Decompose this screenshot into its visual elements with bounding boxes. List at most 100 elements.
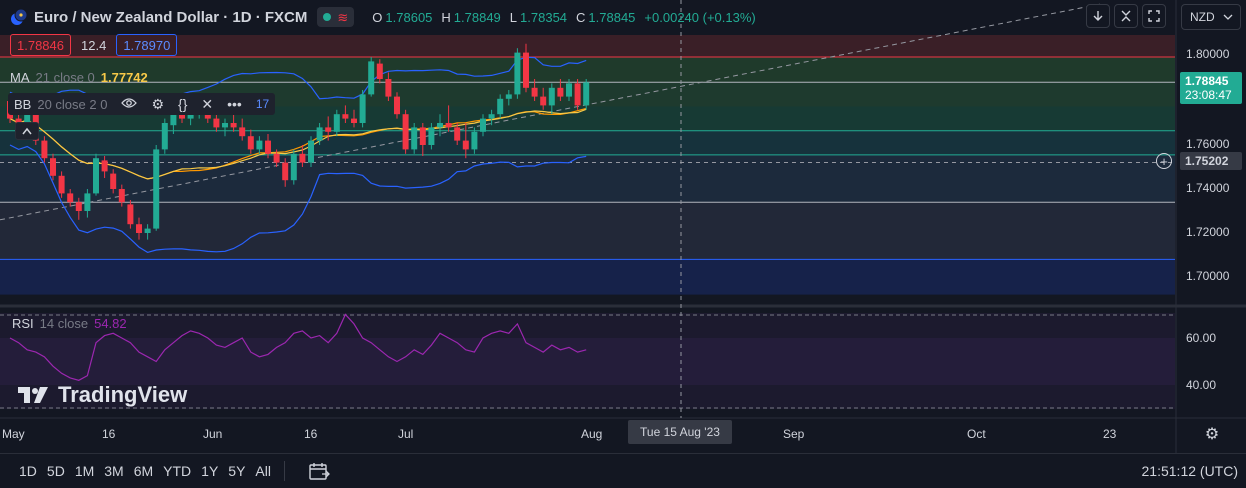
currency-flags-icon (10, 8, 28, 26)
time-tick: May (2, 427, 25, 441)
go-to-date-button[interactable] (307, 461, 331, 481)
candle (290, 153, 297, 181)
candle (342, 114, 349, 119)
candle (411, 127, 418, 150)
candle (136, 224, 142, 233)
rsi-line (9, 313, 587, 381)
change-value: +0.00240 (+0.13%) (644, 9, 756, 25)
close-icon[interactable]: ✕ (201, 95, 214, 112)
utc-clock[interactable]: 21:51:12 (UTC) (1141, 463, 1238, 479)
candle (187, 114, 194, 119)
buy-button[interactable]: 1.78970 (116, 34, 178, 56)
range-1d[interactable]: 1D (19, 463, 37, 479)
candle (583, 82, 590, 106)
range-5y[interactable]: 5Y (228, 463, 246, 479)
open-value: 1.78605 (385, 9, 433, 25)
time-tick: 23 (1103, 427, 1117, 441)
candle (488, 114, 495, 119)
candle (566, 83, 572, 97)
candle (110, 173, 117, 189)
price-tick: 1.80000 (1186, 47, 1230, 61)
ma-legend[interactable]: MA 21 close 0 1.77742 (10, 69, 148, 85)
collapse-legend-button[interactable] (15, 122, 39, 140)
candle (247, 136, 254, 150)
currency-dropdown[interactable]: NZD (1181, 4, 1241, 30)
time-tick: Jun (203, 427, 223, 441)
arrow-down-button[interactable] (1086, 4, 1110, 28)
candle (445, 123, 452, 128)
spread-value: 12.4 (81, 37, 107, 53)
candle (531, 87, 538, 97)
last-price-tag: 1.78845 23:08:47 (1180, 72, 1242, 104)
candle (523, 52, 529, 88)
range-1y[interactable]: 1Y (201, 463, 219, 479)
top-tools[interactable] (1086, 4, 1166, 28)
candle (299, 153, 306, 163)
rsi-legend[interactable]: RSI 14 close 54.82 (12, 315, 127, 331)
time-tick: Jul (398, 427, 414, 441)
candle (239, 127, 246, 137)
sell-button[interactable]: 1.78846 (10, 34, 71, 56)
candle (480, 118, 486, 132)
rsi-value: 54.82 (94, 315, 127, 331)
collapse-button[interactable] (1114, 4, 1138, 28)
range-6m[interactable]: 6M (133, 463, 154, 479)
zone-band (0, 35, 1175, 57)
candle (548, 87, 555, 106)
source-code-icon[interactable]: {} (178, 96, 188, 112)
more-icon[interactable]: ••• (227, 96, 242, 112)
symbol-legend[interactable]: Euro / New Zealand Dollar · 1D · FXCM ≋ … (10, 6, 762, 28)
candle (153, 149, 160, 229)
price-tick: 1.74000 (1186, 181, 1230, 195)
range-all[interactable]: All (255, 463, 271, 479)
price-tick: 1.76000 (1186, 137, 1230, 151)
maximize-button[interactable] (1142, 4, 1166, 28)
symbol-title[interactable]: Euro / New Zealand Dollar · 1D · FXCM (34, 8, 308, 26)
crosshair-date-label: Tue 15 Aug '23 (628, 420, 732, 444)
candle (24, 114, 31, 123)
candle (282, 162, 289, 181)
candle (93, 158, 99, 194)
zone-band (0, 154, 1175, 203)
candle (514, 52, 521, 95)
candle (273, 153, 280, 163)
candle (540, 96, 547, 106)
bb-lower-line (9, 144, 587, 254)
range-3m[interactable]: 3M (104, 463, 124, 479)
bb-legend[interactable]: BB 20 close 2 0 ⚙ {} ✕ ••• 17 (8, 93, 276, 115)
candle (213, 118, 220, 128)
range-5d[interactable]: 5D (46, 463, 65, 479)
zone-band (0, 259, 1175, 295)
candle (308, 140, 314, 163)
candle (574, 83, 581, 106)
collapse-icon (1121, 10, 1131, 22)
rsi-tick: 40.00 (1186, 378, 1217, 392)
candle (58, 175, 65, 194)
zone-band (0, 57, 1175, 83)
market-open-icon (323, 13, 332, 21)
eye-icon[interactable] (121, 96, 138, 112)
range-1m[interactable]: 1M (74, 463, 95, 479)
market-status[interactable]: ≋ (317, 7, 355, 27)
chart-settings-icon[interactable]: ⚙ (1204, 426, 1220, 443)
candle (50, 158, 56, 176)
range-ytd[interactable]: YTD (163, 463, 192, 479)
candle (41, 140, 48, 159)
candle (256, 140, 263, 150)
gear-icon[interactable]: ⚙ (151, 95, 165, 112)
candle (170, 114, 177, 126)
candle (222, 123, 228, 128)
candle (462, 140, 469, 150)
candle (368, 61, 375, 95)
candle (351, 118, 357, 123)
time-tick: 16 (304, 427, 318, 441)
add-alert-icon[interactable]: + (1156, 153, 1172, 169)
candle (394, 96, 400, 115)
candle (505, 94, 512, 99)
bid-ask[interactable]: 1.78846 12.4 1.78970 (10, 34, 178, 56)
candle (437, 123, 443, 128)
candle (179, 114, 185, 119)
crosshair-price-tag: 1.75202 (1180, 152, 1242, 170)
ma-value: 1.77742 (100, 69, 148, 85)
